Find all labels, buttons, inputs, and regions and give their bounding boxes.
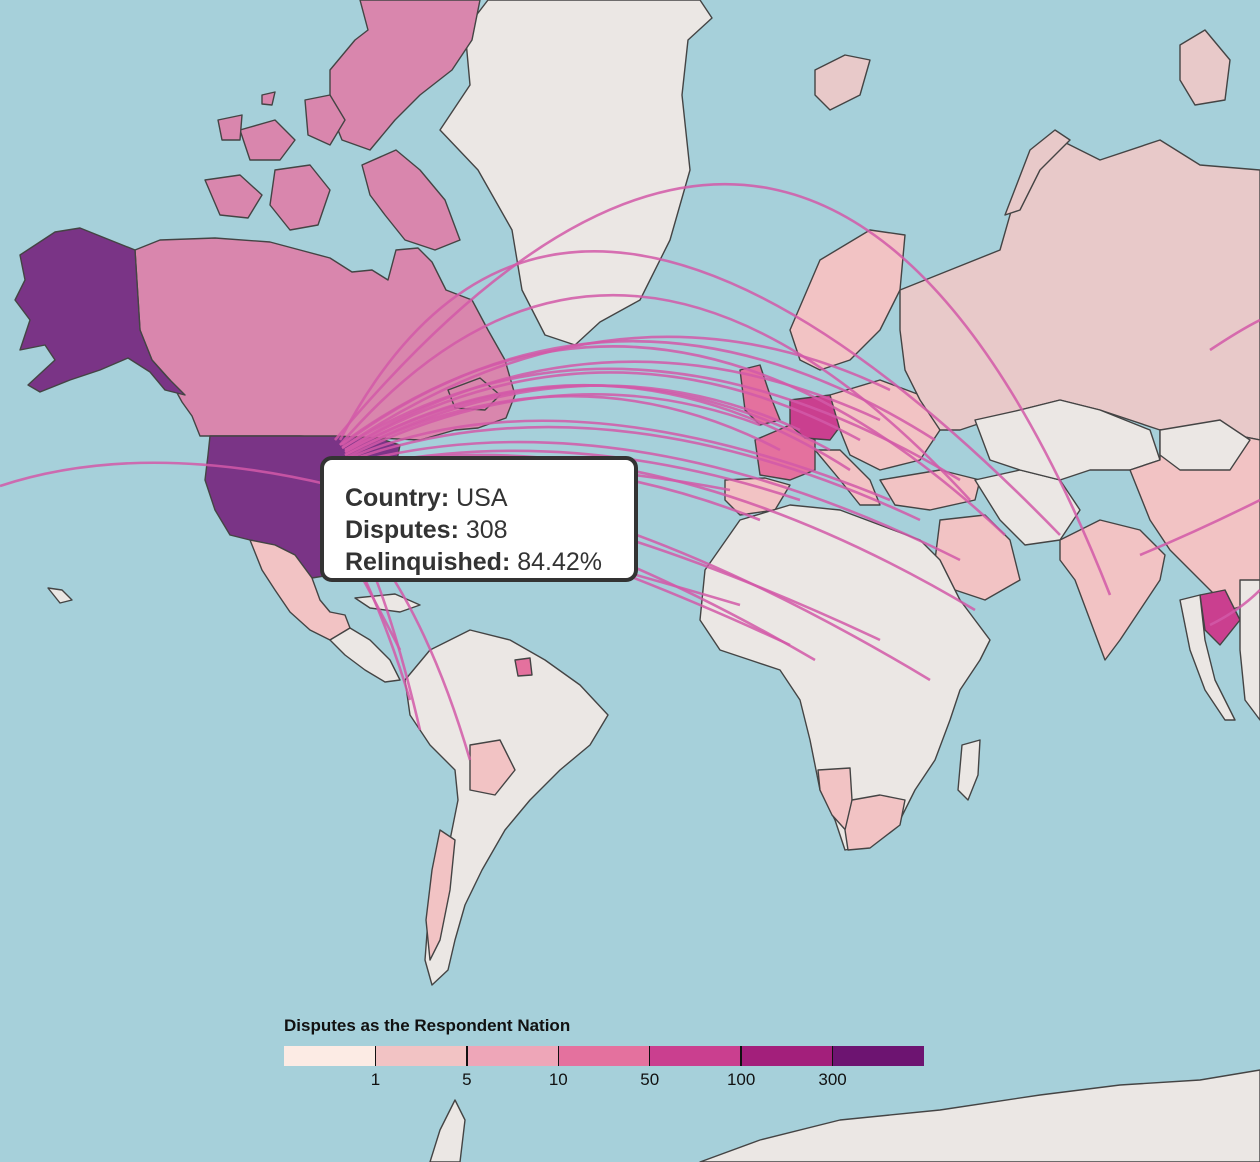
country-russia-islands[interactable] — [1179, 29, 1231, 106]
country-canada-islands[interactable] — [217, 114, 243, 141]
arc — [341, 335, 891, 450]
legend-swatch — [649, 1046, 742, 1066]
tooltip-disputes-value: 308 — [465, 516, 508, 544]
arc — [338, 250, 1061, 536]
arc — [344, 392, 761, 460]
arc — [0, 461, 331, 488]
arc — [344, 384, 801, 457]
legend-color-bar — [284, 1046, 924, 1066]
legend-tick — [740, 1046, 742, 1066]
legend-swatch — [741, 1046, 833, 1066]
legend-swatch — [466, 1046, 559, 1066]
country-canada-islands[interactable] — [261, 91, 276, 106]
arc — [1139, 498, 1260, 557]
color-legend: Disputes as the Respondent Nation 1 5 10 50… — [284, 1014, 924, 1094]
country-thailand[interactable] — [1199, 589, 1241, 646]
legend-tick-label: 1 — [370, 1070, 381, 1089]
region-islands-pacific[interactable] — [47, 587, 73, 604]
country-usa-alaska[interactable] — [14, 227, 186, 396]
legend-swatch — [558, 1046, 650, 1066]
tooltip-disputes-row: Disputes: 308 — [345, 514, 634, 546]
tooltip-country-label: Country: — [345, 484, 450, 512]
legend-tick-label: 100 — [726, 1070, 756, 1089]
region-central-america[interactable] — [329, 627, 401, 683]
country-canada-islands[interactable] — [304, 94, 346, 146]
arc — [334, 182, 1112, 596]
arc — [344, 425, 921, 522]
country-canada-islands[interactable] — [269, 164, 331, 231]
arc — [1209, 589, 1260, 627]
tooltip-relinquished-value: 84.42% — [517, 548, 603, 576]
legend-swatch — [832, 1046, 924, 1066]
legend-tick-label: 5 — [462, 1070, 472, 1089]
legend-tick — [831, 1046, 834, 1066]
arc — [341, 367, 961, 482]
arc — [341, 339, 936, 447]
legend-tick-label: 50 — [640, 1070, 660, 1089]
tooltip-relinquished-label: Relinquished: — [345, 548, 511, 576]
region-antarctica[interactable] — [699, 1069, 1260, 1162]
country-norway[interactable] — [789, 229, 906, 371]
region-eastern-europe[interactable] — [829, 379, 941, 471]
country-mongolia[interactable] — [1159, 419, 1251, 471]
legend-swatch — [375, 1046, 467, 1066]
arc — [1209, 318, 1260, 352]
country-south-africa[interactable] — [844, 794, 906, 851]
country-argentina-strip[interactable] — [425, 829, 456, 961]
legend-swatch — [284, 1046, 376, 1066]
country-canada-islands[interactable] — [361, 149, 461, 251]
country-guiana[interactable] — [514, 657, 533, 677]
country-greenland[interactable] — [439, 0, 713, 346]
arc — [344, 371, 861, 452]
country-mexico[interactable] — [249, 539, 351, 641]
country-madagascar[interactable] — [957, 739, 981, 801]
tooltip-country-value: USA — [456, 484, 508, 512]
legend-tick — [557, 1046, 560, 1066]
legend-tick — [466, 1046, 468, 1066]
region-antarctic-peninsula[interactable] — [429, 1099, 466, 1162]
country-canada-islands[interactable] — [239, 119, 296, 161]
region-southeast-asia[interactable] — [1179, 594, 1236, 721]
country-russia-islands[interactable] — [814, 54, 871, 111]
country-canada-islands[interactable] — [329, 0, 481, 151]
legend-title: Disputes as the Respondent Nation — [284, 1016, 571, 1035]
arc — [344, 419, 891, 502]
country-india[interactable] — [1059, 519, 1166, 661]
arc — [339, 293, 971, 501]
country-tooltip: Country: USA Disputes: 308 Relinquished:… — [320, 456, 638, 582]
legend-tick-label: 300 — [818, 1070, 847, 1089]
legend-tick — [648, 1046, 651, 1066]
region-indochina[interactable] — [1239, 579, 1260, 721]
legend-tick-label: 10 — [548, 1070, 568, 1089]
country-russia-novaya-zemlya[interactable] — [1004, 129, 1071, 216]
tooltip-relinquished-row: Relinquished: 84.42% — [345, 546, 634, 578]
arc — [344, 440, 961, 562]
country-bolivia[interactable] — [469, 739, 516, 796]
arc — [344, 360, 881, 452]
legend-tick — [374, 1046, 377, 1066]
tooltip-disputes-label: Disputes: — [345, 516, 459, 544]
country-canada-islands[interactable] — [204, 174, 263, 219]
tooltip-country-row: Country: USA — [345, 482, 634, 514]
